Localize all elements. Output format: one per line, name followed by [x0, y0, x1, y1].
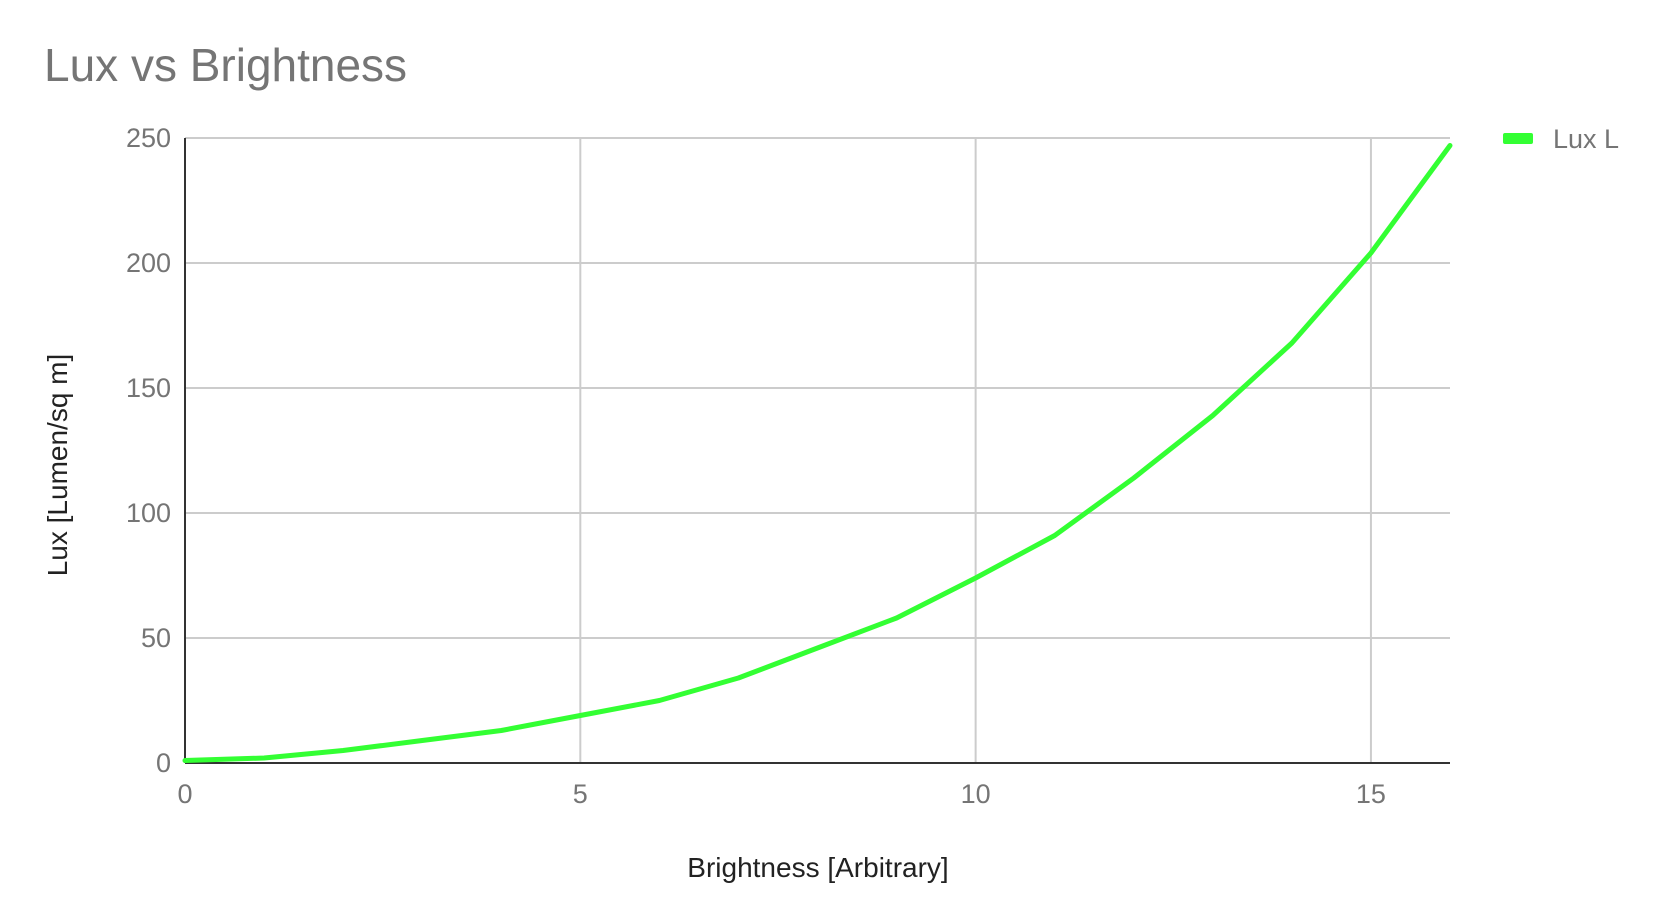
y-tick-label: 150 — [126, 373, 171, 403]
x-tick-label: 15 — [1356, 779, 1386, 809]
x-tick-label: 5 — [573, 779, 588, 809]
legend-swatch — [1503, 133, 1533, 144]
y-tick-label: 200 — [126, 248, 171, 278]
gridlines — [185, 137, 1450, 763]
chart-title: Lux vs Brightness — [44, 39, 407, 91]
y-axis-title: Lux [Lumen/sq m] — [42, 354, 73, 577]
series-layer — [182, 143, 1453, 763]
tick-labels: 0 50 100 150 200 250 0 5 10 15 — [126, 123, 1386, 809]
y-tick-label: 100 — [126, 498, 171, 528]
x-axis-title: Brightness [Arbitrary] — [687, 852, 948, 883]
y-tick-label: 250 — [126, 123, 171, 153]
x-tick-label: 0 — [177, 779, 192, 809]
x-tick-label: 10 — [961, 779, 991, 809]
y-tick-label: 50 — [141, 623, 171, 653]
series-line-1 — [182, 143, 1453, 763]
axes — [184, 138, 1450, 764]
legend: Lux L — [1503, 124, 1619, 154]
y-tick-label: 0 — [156, 748, 171, 778]
legend-label: Lux L — [1553, 124, 1619, 154]
